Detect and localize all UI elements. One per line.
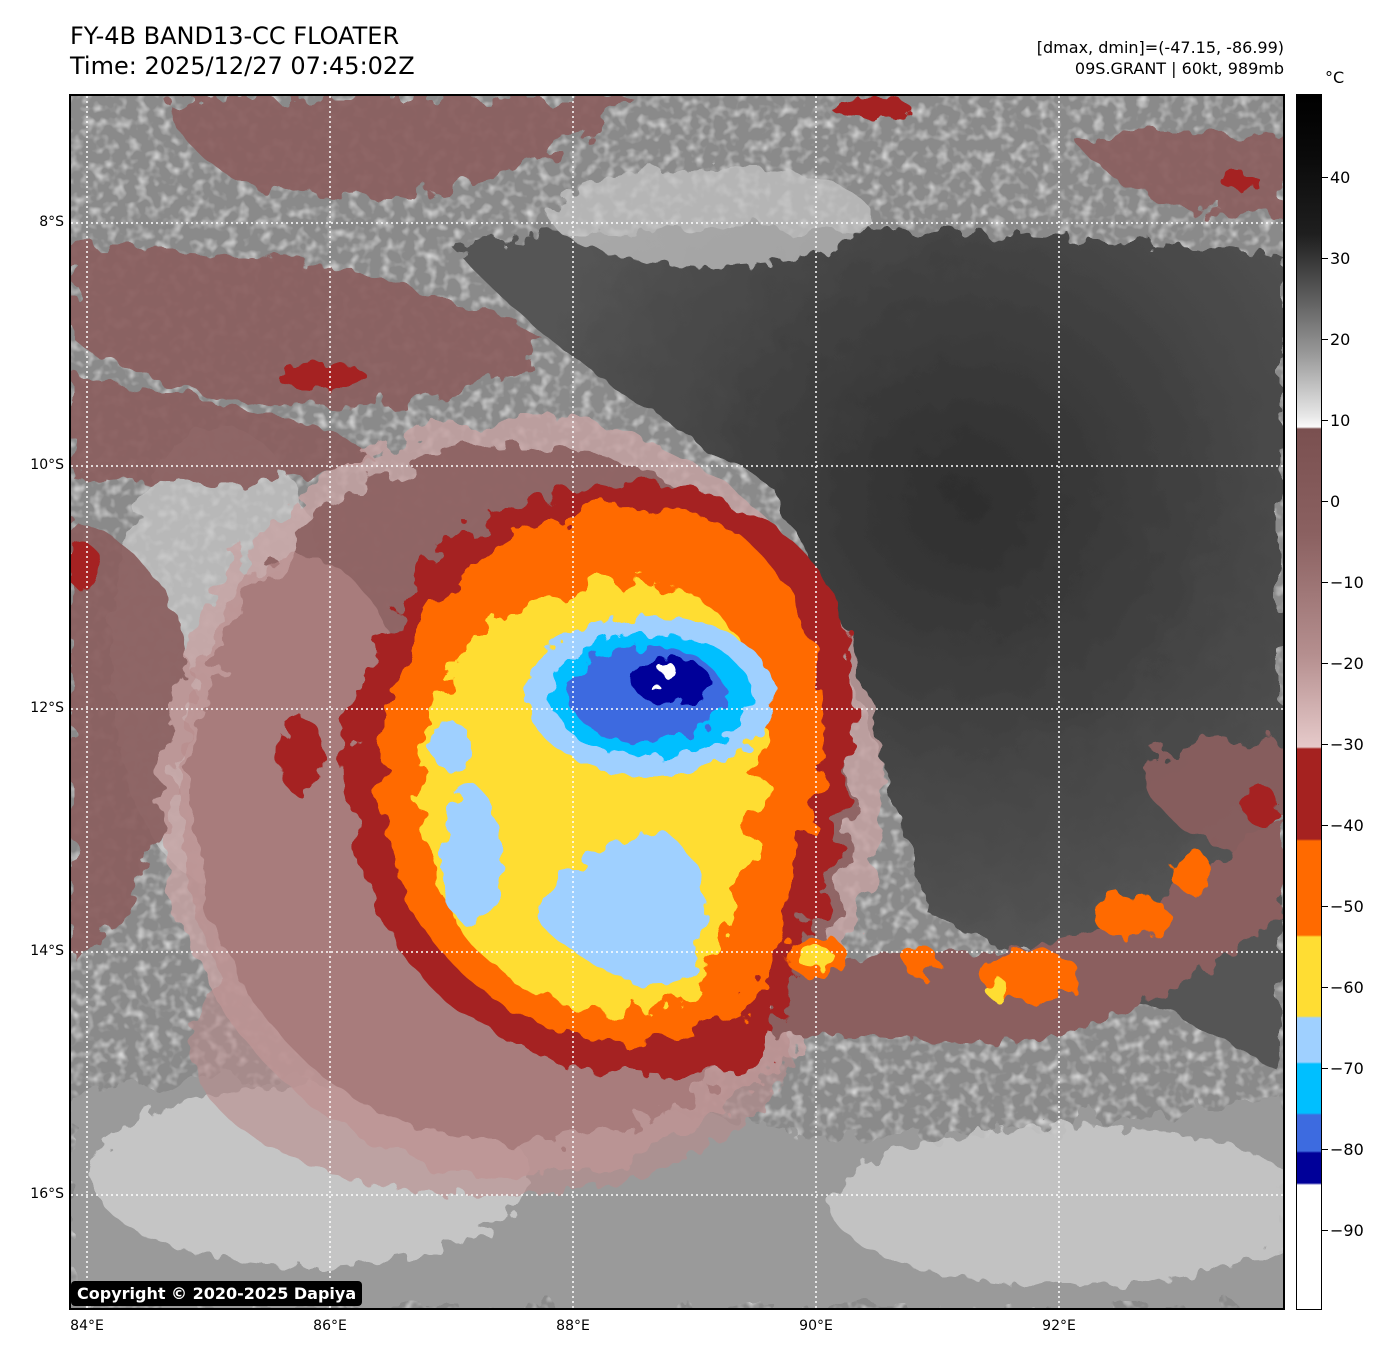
satellite-image — [71, 96, 1283, 1308]
image-title: FY-4B BAND13-CC FLOATER — [70, 22, 400, 50]
colorbar-label: −60 — [1330, 978, 1364, 997]
colorbar-label: −50 — [1330, 897, 1364, 916]
colorbar-tick — [1322, 1149, 1328, 1150]
colorbar-label: 40 — [1330, 168, 1351, 187]
colorbar-label: 30 — [1330, 249, 1351, 268]
colorbar-tick — [1322, 987, 1328, 988]
colorbar-label: 20 — [1330, 330, 1351, 349]
lon-label-88e: 88°E — [556, 1318, 590, 1334]
lat-label-12s: 12°S — [30, 700, 64, 716]
colorbar-tick — [1322, 501, 1328, 502]
image-time: Time: 2025/12/27 07:45:02Z — [70, 52, 415, 80]
colorbar-tick — [1322, 339, 1328, 340]
colorbar-tick — [1322, 582, 1328, 583]
colorbar-label: −40 — [1330, 816, 1364, 835]
colorbar-label: −30 — [1330, 735, 1364, 754]
colorbar-label: 10 — [1330, 411, 1351, 430]
lon-label-90e: 90°E — [799, 1318, 833, 1334]
colorbar-unit: °C — [1325, 68, 1345, 87]
colorbar-label: −70 — [1330, 1059, 1364, 1078]
colorbar-tick — [1322, 663, 1328, 664]
colorbar-tick — [1322, 258, 1328, 259]
colorbar-label: −10 — [1330, 573, 1364, 592]
lon-label-86e: 86°E — [313, 1318, 347, 1334]
colorbar-label: −90 — [1330, 1221, 1364, 1240]
colorbar-tick — [1322, 825, 1328, 826]
storm-info: 09S.GRANT | 60kt, 989mb — [1074, 59, 1284, 78]
colorbar-tick — [1322, 1230, 1328, 1231]
lat-label-8s: 8°S — [39, 214, 64, 230]
lat-label-10s: 10°S — [30, 457, 64, 473]
colorbar-tick — [1322, 420, 1328, 421]
colorbar-tick — [1322, 1068, 1328, 1069]
colorbar-tick — [1322, 906, 1328, 907]
temperature-range: [dmax, dmin]=(-47.15, -86.99) — [1036, 38, 1284, 57]
lat-label-14s: 14°S — [30, 943, 64, 959]
colorbar-tick — [1322, 744, 1328, 745]
colorbar-label: −80 — [1330, 1140, 1364, 1159]
colorbar — [1296, 94, 1322, 1310]
graticule — [71, 96, 1283, 1308]
satellite-map — [69, 94, 1285, 1310]
colorbar-label: 0 — [1330, 492, 1341, 511]
lat-label-16s: 16°S — [30, 1186, 64, 1202]
colorbar-label: −20 — [1330, 654, 1364, 673]
colorbar-tick — [1322, 177, 1328, 178]
lon-label-92e: 92°E — [1042, 1318, 1076, 1334]
lon-label-84e: 84°E — [70, 1318, 104, 1334]
copyright-notice: Copyright © 2020-2025 Dapiya — [71, 1281, 363, 1306]
